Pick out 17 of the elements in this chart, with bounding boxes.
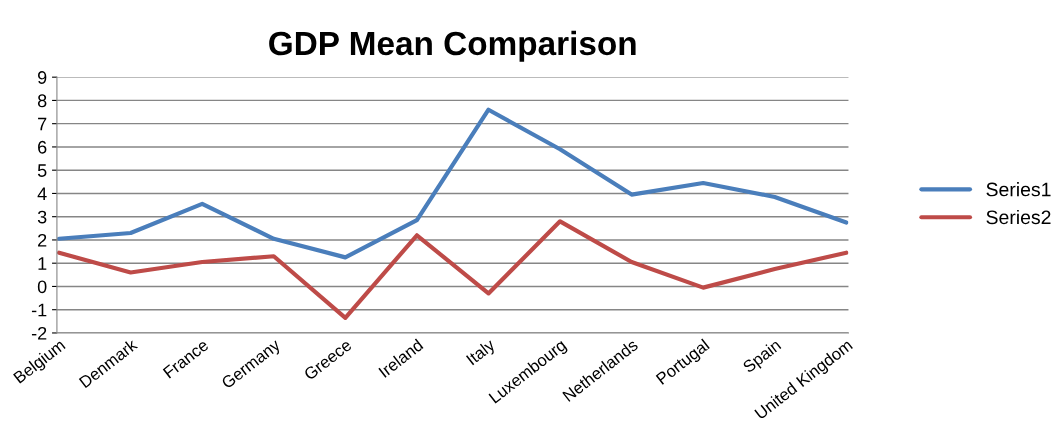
legend-label: Series2 [986, 209, 1051, 225]
y-tick-label: 8 [37, 94, 47, 108]
y-tick-label: 4 [37, 187, 47, 200]
y-tick-label: 6 [38, 140, 47, 154]
y-tick-label: -1 [31, 303, 47, 317]
chart-title: GDP Mean Comparison [269, 30, 636, 62]
y-tick-label: 1 [38, 257, 47, 270]
legend-label: Series1 [986, 182, 1051, 197]
y-tick-label: 9 [38, 71, 47, 84]
y-tick-label: 7 [38, 117, 47, 131]
y-tick-label: 5 [37, 164, 47, 177]
line-series [56, 219, 849, 320]
y-tick-label: -2 [31, 326, 47, 340]
line-series [56, 107, 849, 260]
y-tick-label: 2 [38, 233, 47, 247]
y-tick-label: 0 [37, 280, 47, 294]
y-tick-label: 3 [37, 210, 47, 224]
